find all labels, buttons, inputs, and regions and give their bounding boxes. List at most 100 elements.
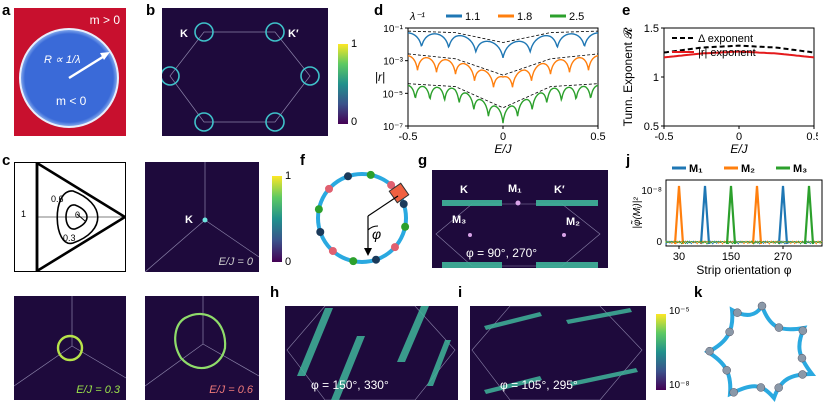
cbar-i-bottom: 10⁻⁸ [669,380,690,391]
panel-i-label: i [458,284,463,301]
cbar-c-bottom: 0 [285,256,292,268]
d-legend-label: 2.5 [569,11,584,23]
ring-site-dot [314,205,323,214]
e-legend-label: Δ exponent [698,33,753,45]
ring-site-dot [349,257,358,266]
e-legend-label: |r| exponent [698,47,756,59]
path-site-dot [798,370,807,379]
d-ytick: 10⁻³ [383,57,403,68]
path-site-dot [705,346,714,356]
contour-03-label: 0.3 [63,233,76,243]
e-series-line [663,50,815,59]
d-xtick: -0.5 [399,131,418,143]
d-legend-label: 1.8 [517,11,532,23]
d-envelope-line [407,30,599,43]
j-peak [699,185,711,245]
d-xtick: 0.5 [590,131,605,143]
e-ytick: 1.5 [644,23,659,35]
contour-0-label: 0 [75,210,81,220]
h-angle-label: φ = 150°, 330° [311,378,389,392]
path-site-dot [725,327,734,337]
ring-site-dot [387,181,396,190]
d-legend-title: λ⁻¹ [409,11,425,23]
e-ytick: 0.5 [644,121,659,133]
contour-06-label: 0.6 [51,194,64,204]
j-peak [673,185,685,245]
ring-site-dot [371,255,380,264]
path-site-dot [757,301,767,311]
energy-03-label: E/J = 0.3 [76,384,120,396]
radius-label: R ∝ 1/λ [44,54,81,66]
path-site-dot [774,383,783,392]
path-site-dot [729,388,738,397]
d-series-line [407,55,599,88]
cbar-i-top: 10⁻⁵ [669,306,690,317]
kp-point-label: K′ [288,28,299,40]
ring-site-dot [399,200,408,209]
panel-k-diagram [703,301,817,402]
d-legend-label: 1.1 [465,11,480,23]
cbar-b-top: 1 [351,38,358,50]
panel-b: K K′ [162,8,328,136]
d-xtick: 0 [500,131,506,143]
e-xlabel: E/J [730,142,748,154]
cbar-c-top: 1 [285,170,292,182]
axis-1-label: 1 [21,209,27,219]
panel-b-colorbar [338,44,348,124]
ring-site-dot [390,243,399,252]
d-series-line [407,84,599,124]
i-angle-label: φ = 105°, 295° [500,378,578,392]
radius-arrow [68,53,107,80]
cbar-b-bottom: 0 [351,116,358,128]
e-xtick: 0.5 [806,131,818,143]
energy-06-label: E/J = 0.6 [209,384,253,396]
m-positive-label: m > 0 [89,13,120,27]
d-envelope-line [407,83,599,109]
panel-c-colorbar [272,176,282,262]
panel-g-label: g [418,152,428,169]
e-series-line [663,44,815,54]
d-xlabel: E/J [494,142,512,154]
g-k-label: K [460,184,468,196]
path-site-dot [756,383,766,392]
j-ytick-bottom: 0 [656,237,662,248]
j-xtick: 30 [673,251,685,263]
e-xtick: 0 [736,131,742,143]
j-axes [665,179,823,247]
panel-c-e03: E/J = 0.3 [14,296,126,400]
g-m1-label: M₁ [508,183,522,195]
j-baseline [665,240,823,245]
panel-g: K M₁ K′ M₃ M₂ φ = 90°, 270° [432,170,608,268]
panel-a-label: a [2,2,11,19]
d-ylabel: |r| [375,70,385,84]
e-ylabel: Tunn. Exponent 𝓡 [621,27,635,127]
ring-site-dot [316,227,325,236]
panel-c-label: c [2,152,11,169]
panel-k-label: k [694,284,703,301]
j-peak [777,185,789,245]
ring-site-dot [401,222,410,231]
d-ytick: 10⁻⁵ [382,89,403,100]
panel-d-chart: 10⁻¹ 10⁻³ 10⁻⁵ 10⁻⁷-0.5 0 0.5 E/J |r| λ⁻¹ 1.1 1.8 2… [375,11,606,154]
panel-e-label: e [622,2,631,19]
j-peak [725,185,737,245]
ring-site-dot [325,184,334,193]
panel-h-label: h [270,284,280,301]
panel-a: m > 0 m < 0 R ∝ 1/λ [14,8,126,136]
path-site-dot [733,308,742,317]
panel-c-e06: E/J = 0.6 [145,296,259,400]
j-legend-label: M₃ [793,163,807,175]
panel-f-diagram [314,170,410,266]
m-negative-label: m < 0 [56,94,87,108]
panel-i: φ = 105°, 295° [470,306,646,400]
k-point-label-c: K [185,214,193,226]
phi-angle-label: φ [372,226,382,242]
j-ytick-top: 10⁻⁸ [641,186,662,197]
ring-site-dot [344,172,353,181]
j-ylabel: |φ̃(Mᵢ)|² [630,197,643,229]
panel-d-label: d [374,2,384,19]
d-envelope-line [407,53,599,76]
j-xtick: 270 [774,251,792,263]
path-site-dot [774,323,784,332]
